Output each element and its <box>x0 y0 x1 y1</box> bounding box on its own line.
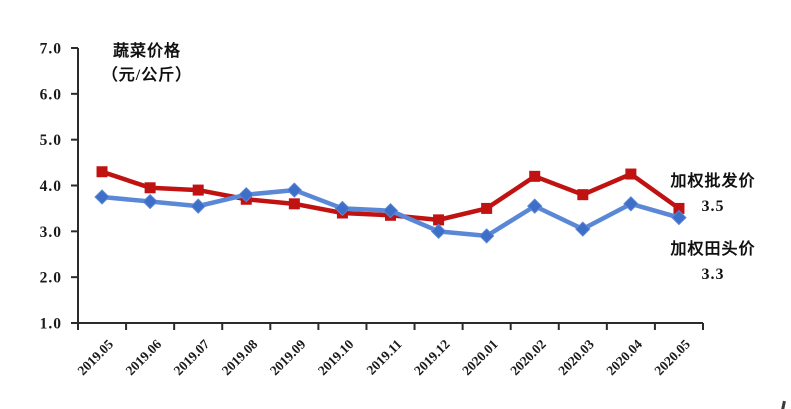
series-label-field-name: 加权田头价 <box>670 241 756 258</box>
y-tick-label: 4.0 <box>40 178 62 195</box>
series-marker-diamond <box>334 200 351 217</box>
x-tick-label: 2019.09 <box>267 336 309 378</box>
x-tick-label: 2020.05 <box>651 336 693 378</box>
x-tick-label: 2020.03 <box>555 336 597 378</box>
y-tick-label: 7.0 <box>40 41 62 58</box>
series-marker-diamond <box>286 182 303 198</box>
y-tick-label: 6.0 <box>40 86 62 103</box>
x-tick-label: 2019.08 <box>219 336 261 378</box>
series-marker-square <box>433 214 445 226</box>
y-tick-label: 3.0 <box>40 224 62 241</box>
x-tick-label: 2020.02 <box>507 336 549 378</box>
series-label-field-value: 3.3 <box>701 265 725 283</box>
series-marker-square <box>144 182 156 194</box>
series-marker-diamond <box>527 198 543 214</box>
x-tick-label: 2019.07 <box>171 336 213 378</box>
x-tick-label: 2019.12 <box>411 336 453 378</box>
series-marker-diamond <box>142 193 158 210</box>
series-marker-square <box>96 166 108 178</box>
chart-title-line2: （元/公斤） <box>101 67 193 84</box>
series-marker-diamond <box>430 223 447 240</box>
series-marker-diamond <box>671 209 687 226</box>
chart-title-line1: 蔬菜价格 <box>112 43 181 60</box>
y-tick-label: 1.0 <box>40 316 62 333</box>
series-marker-square <box>577 189 589 201</box>
series-marker-diamond <box>623 196 639 212</box>
series-marker-diamond <box>575 221 591 237</box>
series-marker-diamond <box>478 228 495 244</box>
x-tick-label: 2019.11 <box>364 336 405 377</box>
chart-title: 蔬菜价格 （元/公斤） <box>92 40 202 88</box>
series-marker-diamond <box>190 198 206 214</box>
x-tick-label: 2020.04 <box>603 336 645 378</box>
series-marker-square <box>529 170 541 182</box>
series-marker-square <box>288 198 300 210</box>
series-label-wholesale: 加权批发价 3.5 <box>654 170 772 220</box>
series-marker-square <box>192 184 204 196</box>
series-label-wholesale-value: 3.5 <box>701 197 725 215</box>
series-marker-diamond <box>94 189 110 205</box>
series-marker-square <box>625 168 637 180</box>
x-tick-label: 2020.01 <box>459 336 501 378</box>
y-tick-label: 2.0 <box>40 270 62 287</box>
x-tick-label: 2019.05 <box>75 336 117 378</box>
y-tick-label: 5.0 <box>40 132 62 149</box>
x-tick-label: 2019.06 <box>123 336 165 378</box>
series-marker-square <box>673 202 685 214</box>
series-label-field: 加权田头价 3.3 <box>654 238 772 288</box>
x-tick-label: 2019.10 <box>315 336 357 378</box>
series-marker-square <box>481 202 493 214</box>
series-label-wholesale-name: 加权批发价 <box>670 173 756 190</box>
series-marker-diamond <box>382 203 399 219</box>
series-marker-diamond <box>238 186 254 203</box>
